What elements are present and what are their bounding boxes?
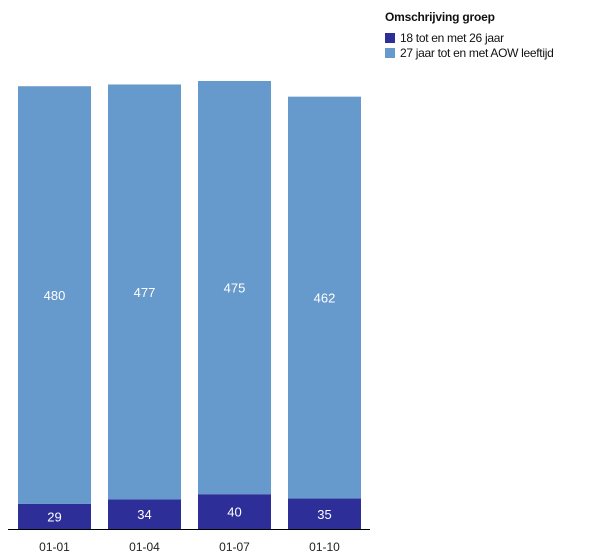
data-label: 475 xyxy=(224,281,246,296)
bar-segment[interactable] xyxy=(198,81,271,495)
bar-segment[interactable] xyxy=(288,498,361,529)
legend: Omschrijving groep 18 tot en met 26 jaar… xyxy=(385,10,554,60)
legend-title: Omschrijving groep xyxy=(385,10,495,24)
data-label: 40 xyxy=(227,505,241,520)
bar-segment[interactable] xyxy=(198,494,271,529)
data-label: 34 xyxy=(137,507,151,522)
x-tick-label: 01-04 xyxy=(129,540,160,553)
legend-label: 18 tot en met 26 jaar xyxy=(400,30,504,45)
x-tick-label: 01-01 xyxy=(39,540,70,553)
bar-segment[interactable] xyxy=(108,499,181,529)
bar-segment[interactable] xyxy=(288,96,361,499)
legend-item-series-2[interactable]: 27 jaar tot en met AOW leeftijd xyxy=(385,45,554,60)
bar-segment[interactable] xyxy=(18,86,91,504)
x-tick-label: 01-10 xyxy=(309,540,340,553)
legend-label: 27 jaar tot en met AOW leeftijd xyxy=(400,45,554,60)
data-label: 477 xyxy=(134,285,156,300)
legend-item-series-1[interactable]: 18 tot en met 26 jaar xyxy=(385,30,553,45)
data-label: 480 xyxy=(44,288,66,303)
data-label: 29 xyxy=(47,509,61,524)
data-label: 462 xyxy=(314,291,336,306)
data-label: 35 xyxy=(317,507,331,522)
bar-segment[interactable] xyxy=(18,503,91,529)
legend-swatch xyxy=(385,32,395,43)
legend-swatch xyxy=(385,47,395,58)
bar-segment[interactable] xyxy=(108,84,181,500)
x-tick-label: 01-07 xyxy=(219,540,250,553)
